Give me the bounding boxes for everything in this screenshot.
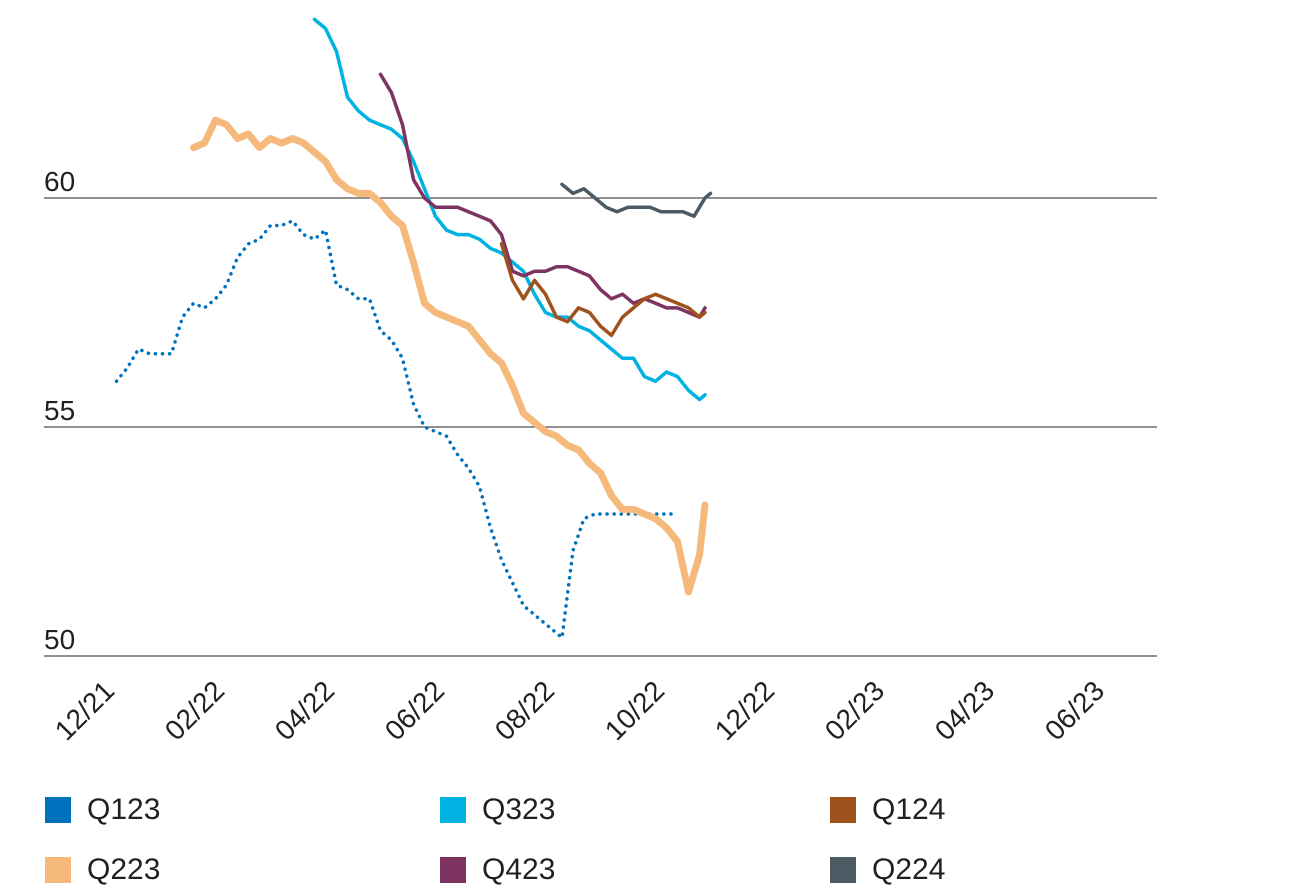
legend-swatch [830,857,856,883]
x-tick-label: 12/22 [709,675,780,746]
y-tick-label: 60 [44,166,75,197]
series-line-q323 [312,17,707,402]
x-tick-label: 02/22 [159,675,230,746]
y-axis-tick-labels: 50 55 60 [44,166,75,655]
legend-item-q423: Q423 [440,852,555,888]
legend-swatch [440,857,466,883]
x-tick-label: 08/22 [489,675,560,746]
x-tick-label: 02/23 [819,675,890,746]
legend-swatch [830,797,856,823]
legend-label: Q124 [872,793,946,826]
legend-swatch [440,797,466,823]
legend-label: Q224 [872,853,946,886]
x-tick-label: 06/22 [379,675,450,746]
x-tick-label: 10/22 [599,675,670,746]
legend-item-q224: Q224 [830,852,945,888]
y-tick-label: 50 [44,624,75,655]
grid-lines [44,197,1157,657]
y-tick-label: 55 [44,395,75,426]
series-line-q423 [378,72,707,319]
legend-label: Q123 [87,793,161,826]
x-tick-label: 04/23 [929,675,1000,746]
legend-item-q323: Q323 [440,792,555,828]
legend-item-q124: Q124 [830,792,945,828]
legend-label: Q323 [482,793,556,826]
legend-label: Q223 [87,853,161,886]
x-tick-label: 04/22 [269,675,340,746]
legend-item-q223: Q223 [45,852,160,888]
series-line-q123 [114,219,674,640]
x-axis-tick-labels: 12/21 02/22 04/22 06/22 08/22 10/22 12/22 02/23… [49,675,1110,746]
legend-label: Q423 [482,853,556,886]
series-line-q224 [560,182,713,219]
x-tick-label: 06/23 [1039,675,1110,746]
legend-swatch [45,857,71,883]
series-lines [114,17,713,640]
legend-item-q123: Q123 [45,792,160,828]
series-line-q124 [499,242,707,338]
legend-swatch [45,797,71,823]
series-line-q223 [190,116,709,596]
x-tick-label: 12/21 [49,675,120,746]
